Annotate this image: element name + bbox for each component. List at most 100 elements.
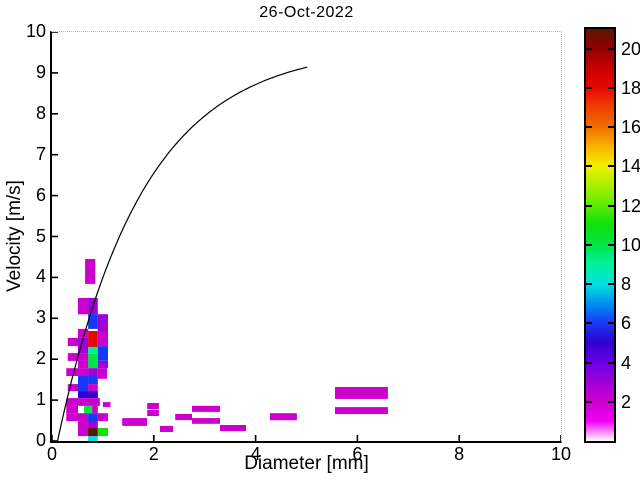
heatmap-cell <box>78 297 89 315</box>
colorbar-tick-mark <box>586 204 592 207</box>
heatmap-cell <box>67 337 78 347</box>
y-tick-label-2: 2 <box>35 348 46 369</box>
heatmap-cell <box>97 368 107 379</box>
heatmap-cell <box>97 331 108 347</box>
heatmap-cell <box>88 376 98 385</box>
colorbar-tick-label-20: 20 <box>621 38 640 59</box>
heatmap-cell <box>147 403 159 410</box>
colorbar-tick-mark <box>586 361 592 364</box>
colorbar-tick-label-8: 8 <box>621 274 632 295</box>
colorbar-tick-label-4: 4 <box>621 352 632 373</box>
heatmap-cell <box>66 368 89 376</box>
colorbar-tick-label-16: 16 <box>621 117 640 138</box>
y-tick-label-1: 1 <box>35 389 46 410</box>
colorbar-gradient <box>586 29 614 441</box>
plot-area <box>50 31 562 443</box>
heatmap-cell <box>88 346 98 354</box>
heatmap-cell <box>88 413 98 421</box>
chart-title: 26-Oct-2022 <box>259 4 354 21</box>
colorbar-tick-mark <box>608 243 614 246</box>
x-tick-label-8: 8 <box>454 444 465 464</box>
heatmap-cell <box>175 414 192 421</box>
heatmap-cell <box>97 360 108 369</box>
heatmap-cell <box>335 387 388 399</box>
heatmap-cell <box>88 331 98 347</box>
heatmap-cell <box>78 360 89 369</box>
heatmap-cell <box>78 427 89 437</box>
colorbar-tick-mark <box>586 47 592 50</box>
heatmap-cell <box>67 384 78 392</box>
heatmap-cell <box>97 314 108 331</box>
colorbar-tick-label-10: 10 <box>621 234 640 255</box>
heatmap-cell <box>122 418 148 426</box>
heatmap-cell <box>66 413 89 421</box>
heatmap-cell <box>78 337 89 353</box>
heatmap-cell <box>78 391 98 399</box>
heatmap-cell <box>88 353 98 369</box>
x-tick-label-10: 10 <box>550 444 572 464</box>
heatmap-cell <box>66 398 100 406</box>
x-tick-label-6: 6 <box>352 444 363 464</box>
heatmap-cell <box>78 421 89 428</box>
colorbar-tick-label-18: 18 <box>621 77 640 98</box>
heatmap-cell <box>97 413 108 421</box>
heatmap-cell <box>88 368 98 376</box>
heatmap-cell <box>102 402 111 407</box>
colorbar-tick-mark <box>608 361 614 364</box>
x-axis-label: Diameter [mm] <box>244 453 369 474</box>
heatmap-cell <box>78 376 89 392</box>
heatmap-cell <box>92 405 98 414</box>
colorbar-tick-mark <box>608 322 614 325</box>
y-tick-label-3: 3 <box>35 307 46 328</box>
colorbar-tick-mark <box>608 47 614 50</box>
y-tick-label-0: 0 <box>35 430 46 450</box>
colorbar-tick-mark <box>586 283 592 286</box>
x-tick-label-4: 4 <box>250 444 261 464</box>
colorbar-tick-mark <box>586 126 592 129</box>
colorbar-tick-mark <box>586 86 592 89</box>
colorbar-tick-mark <box>608 283 614 286</box>
heatmap-cell <box>85 259 96 284</box>
heatmap-cell <box>97 427 108 437</box>
heatmap-cell <box>335 407 388 415</box>
y-tick-label-7: 7 <box>35 143 46 164</box>
heatmap-cell <box>159 425 174 432</box>
y-tick-label-10: 10 <box>25 21 46 41</box>
heatmap-cell <box>192 418 220 424</box>
heatmap-cell <box>66 405 78 414</box>
heatmap-cell <box>78 328 89 338</box>
heatmap-cell <box>88 436 98 441</box>
heatmap-cell <box>88 427 98 437</box>
heatmap-cell <box>269 413 297 421</box>
heatmap-cell <box>192 405 220 412</box>
y-tick-label-5: 5 <box>35 225 46 246</box>
colorbar-tick-label-12: 12 <box>621 195 640 216</box>
heatmap-cell <box>88 384 98 392</box>
heatmap-cell <box>97 346 108 361</box>
colorbar-tick-label-14: 14 <box>621 156 640 177</box>
y-tick-label-9: 9 <box>35 61 46 82</box>
heatmap-cell <box>84 405 93 414</box>
colorbar-tick-mark <box>608 126 614 129</box>
heatmap-plot-svg <box>52 32 561 441</box>
y-tick-label-4: 4 <box>35 266 46 287</box>
y-tick-label-6: 6 <box>35 184 46 205</box>
terminal-velocity-curve <box>57 66 308 441</box>
colorbar-tick-mark <box>608 400 614 403</box>
colorbar-tick-mark <box>608 204 614 207</box>
heatmap-cell <box>147 409 159 416</box>
colorbar-tick-mark <box>586 243 592 246</box>
colorbar-tick-mark <box>608 165 614 168</box>
colorbar <box>584 27 616 443</box>
x-tick-label-0: 0 <box>46 444 57 464</box>
colorbar-tick-label-2: 2 <box>621 391 632 412</box>
colorbar-tick-label-6: 6 <box>621 313 632 334</box>
colorbar-tick-mark <box>586 400 592 403</box>
colorbar-tick-mark <box>608 86 614 89</box>
heatmap-cell <box>88 421 98 428</box>
x-tick-label-2: 2 <box>148 444 159 464</box>
colorbar-tick-mark <box>586 165 592 168</box>
y-tick-label-8: 8 <box>35 102 46 123</box>
colorbar-tick-mark <box>586 322 592 325</box>
